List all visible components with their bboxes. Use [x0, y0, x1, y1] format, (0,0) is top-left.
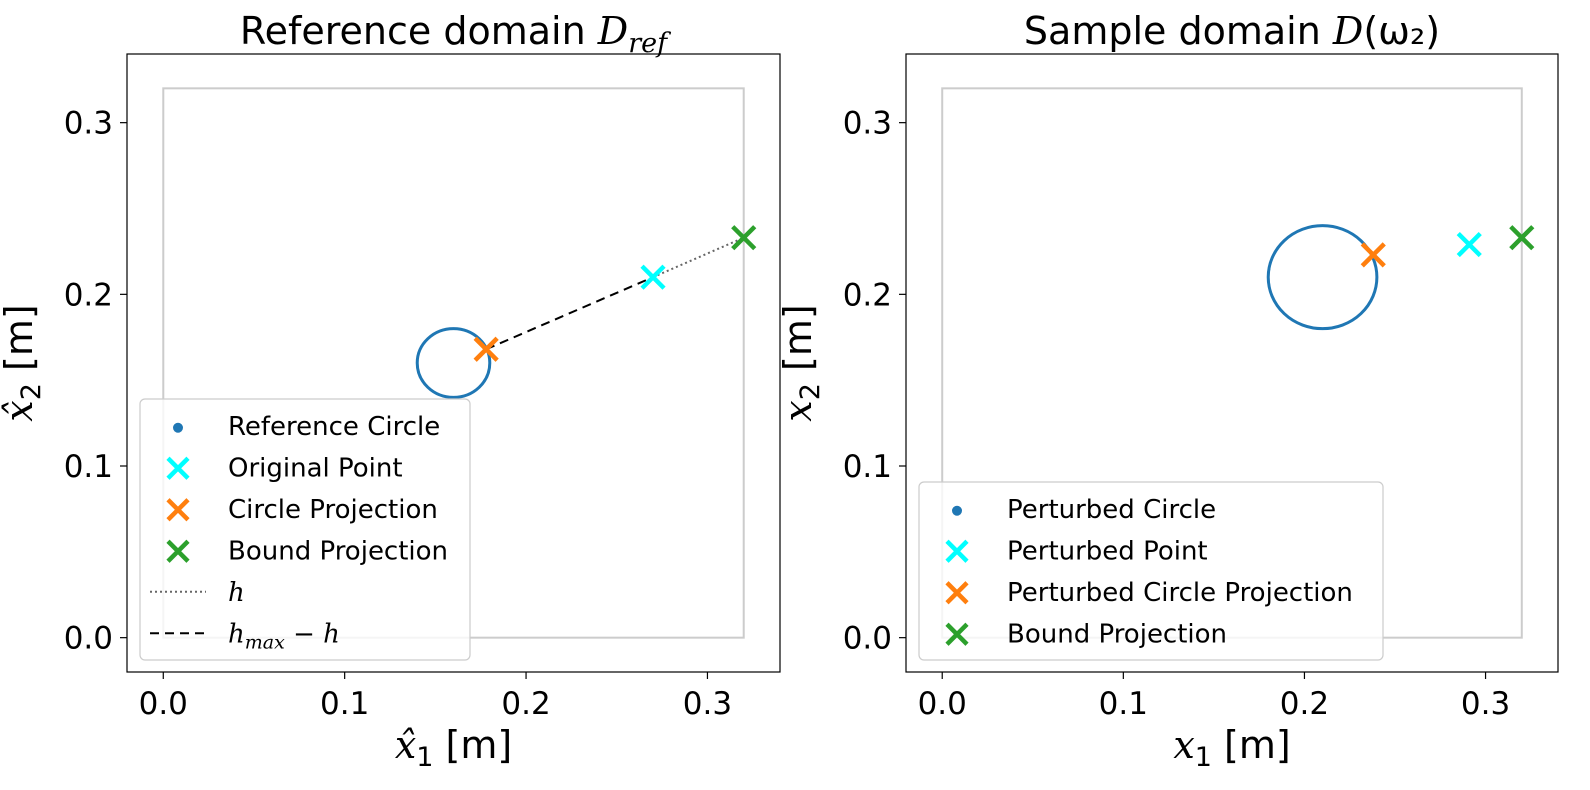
title-subscript: ref	[628, 28, 671, 59]
y-label-var: x̂	[0, 400, 41, 421]
legend-item: Perturbed Circle	[952, 495, 1216, 525]
legend-circle-handle	[952, 505, 962, 516]
legend-label: Perturbed Circle	[1007, 495, 1216, 525]
legend-label: Circle Projection	[228, 495, 438, 525]
x-label-var: x	[1173, 723, 1194, 767]
legend-item: Perturbed Point	[945, 536, 1208, 566]
x-axis-label: x1 [m]	[1173, 723, 1290, 773]
legend-item: Original Point	[166, 453, 403, 483]
y-tick-label: 0.3	[64, 106, 113, 142]
legend-label: h	[228, 578, 245, 608]
x-tick-label: 0.1	[320, 686, 369, 722]
hmax-minus-h-line	[485, 276, 654, 351]
legend-label: hmax − h	[228, 619, 340, 653]
reference-domain-plot: 0.0 0.1 0.2 0.3 0.0 0.1 0.2 0.3 Reference domain…	[0, 9, 781, 773]
legend-x-handle	[166, 539, 190, 563]
legend-math: h	[228, 578, 245, 608]
x-axis-label: x̂1 [m]	[395, 723, 512, 773]
bound-projection-marker	[731, 225, 757, 251]
title-prefix: Sample domain	[1024, 9, 1333, 53]
legend-math: h	[228, 619, 245, 649]
x-label-sub: 1	[416, 742, 433, 773]
x-tick-label: 0.0	[918, 686, 967, 722]
legend-label: Bound Projection	[228, 536, 448, 566]
bound-projection-marker	[1509, 225, 1535, 251]
legend-item: Perturbed Circle Projection	[945, 578, 1353, 608]
legend-x-handle	[945, 539, 969, 563]
chart-title: Reference domain Dref	[240, 9, 671, 59]
legend-label: Perturbed Circle Projection	[1007, 578, 1353, 608]
x-tick-label: 0.0	[139, 686, 188, 722]
y-label-unit: [m]	[776, 304, 820, 383]
legend-x-handle	[166, 498, 190, 522]
title-prefix: Reference domain	[240, 9, 598, 53]
legend-item: Circle Projection	[166, 495, 438, 525]
legend-item: hmax − h	[150, 619, 340, 653]
axes-frame	[126, 53, 781, 673]
legend-label: Bound Projection	[1007, 619, 1227, 649]
y-tick-label: 0.0	[843, 621, 892, 657]
y-tick-label: 0.1	[843, 449, 892, 485]
title-math: D	[597, 9, 628, 53]
x-tick-label: 0.3	[1461, 686, 1510, 722]
legend-label: Original Point	[228, 453, 403, 483]
legend-circle-handle	[173, 422, 183, 433]
legend: Perturbed Circle Perturbed Point Perturbed…	[918, 481, 1384, 661]
sample-domain-plot: 0.0 0.1 0.2 0.3 0.0 0.1 0.2 0.3 Sample domain D(…	[776, 9, 1559, 773]
perturbed-circle-projection-marker	[1360, 242, 1386, 268]
x-label-var: x̂	[395, 723, 416, 767]
perturbed-circle	[1266, 224, 1379, 331]
reference-circle	[415, 327, 492, 399]
legend-item: h	[150, 578, 245, 608]
circle-projection-marker	[473, 336, 499, 362]
x-label-sub: 1	[1195, 742, 1212, 773]
y-label-var: x	[776, 400, 820, 421]
x-label-unit: [m]	[1212, 723, 1291, 767]
legend-box	[139, 398, 471, 661]
axes-frame	[905, 53, 1559, 673]
legend-item: Bound Projection	[945, 619, 1227, 649]
y-axis-label: x2 [m]	[776, 304, 826, 421]
y-tick-label: 0.2	[64, 277, 113, 313]
chart-title: Sample domain D(ω₂)	[1024, 9, 1440, 53]
h-distance-line	[652, 236, 745, 279]
legend-x-handle	[945, 581, 969, 605]
y-label-sub: 2	[16, 383, 47, 400]
x-label-unit: [m]	[433, 723, 512, 767]
y-label-sub: 2	[795, 383, 826, 400]
legend: Reference Circle Original Point Circle Pro…	[139, 398, 471, 661]
title-suffix: (ω₂)	[1363, 9, 1440, 53]
x-tick-label: 0.1	[1099, 686, 1148, 722]
title-math: D	[1332, 9, 1363, 53]
legend-math-sub: max	[245, 631, 285, 653]
legend-item: Reference Circle	[173, 412, 440, 442]
x-tick-label: 0.2	[501, 686, 550, 722]
y-axis-label: x̂2 [m]	[0, 304, 47, 421]
legend-x-handle	[166, 456, 190, 480]
original-point-marker	[640, 264, 666, 290]
legend-item: Bound Projection	[166, 536, 448, 566]
legend-x-handle	[945, 622, 969, 646]
y-tick-label: 0.1	[64, 449, 113, 485]
legend-label: Reference Circle	[228, 412, 440, 442]
legend-label: Perturbed Point	[1007, 536, 1208, 566]
x-tick-label: 0.3	[683, 686, 732, 722]
legend-math-rest: − h	[285, 619, 340, 649]
legend-box	[918, 481, 1384, 661]
y-label-unit: [m]	[0, 304, 41, 383]
y-tick-label: 0.2	[843, 277, 892, 313]
y-tick-label: 0.3	[843, 106, 892, 142]
y-tick-label: 0.0	[64, 621, 113, 657]
perturbed-point-marker	[1456, 231, 1482, 258]
x-tick-label: 0.2	[1280, 686, 1329, 722]
